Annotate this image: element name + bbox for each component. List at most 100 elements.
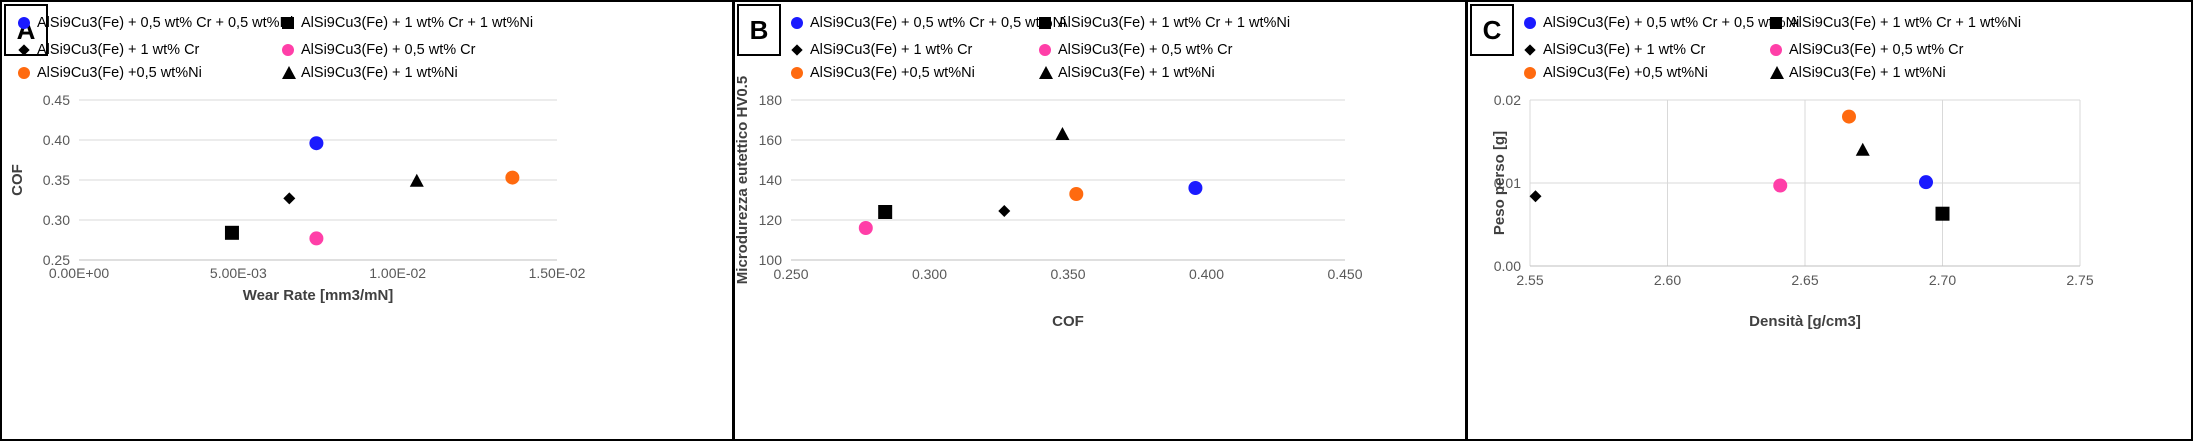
data-point-cr1-ni1 — [878, 205, 893, 219]
y-axis-title: COF — [9, 164, 26, 196]
y-tick-label: 0.25 — [43, 252, 70, 268]
legend-label: AlSi9Cu3(Fe) +0,5 wt%Ni — [810, 65, 975, 81]
orange-circle-marker-icon — [789, 66, 805, 80]
x-tick-label: 0.250 — [773, 266, 808, 282]
legend-label: AlSi9Cu3(Fe) + 1 wt% Cr — [1543, 42, 1706, 58]
y-tick-label: 180 — [759, 92, 783, 108]
y-tick-label: 160 — [759, 132, 783, 148]
black-triangle-marker-icon — [280, 66, 296, 80]
legend-label: AlSi9Cu3(Fe) + 0,5 wt% Cr + 0,5 wt%Ni — [810, 15, 1067, 31]
legend-label: AlSi9Cu3(Fe) + 1 wt% Cr + 1 wt%Ni — [1058, 15, 1291, 31]
data-point-ni1 — [1055, 127, 1070, 140]
panel-label-c: C — [1470, 4, 1514, 56]
data-point-cr1 — [1529, 190, 1542, 203]
data-point-ni05 — [1069, 187, 1084, 201]
blue-circle-marker-icon — [16, 16, 32, 30]
y-tick-label: 0.01 — [1494, 175, 1521, 191]
y-tick-label: 140 — [759, 172, 783, 188]
blue-circle-marker-icon — [1522, 16, 1538, 30]
black-triangle-marker-icon — [1768, 66, 1784, 80]
data-point-cr1 — [283, 192, 296, 205]
legend-entry-ni1: AlSi9Cu3(Fe) + 1 wt%Ni — [280, 65, 458, 81]
y-tick-label: 120 — [759, 212, 783, 228]
y-tick-label: 0.40 — [43, 132, 70, 148]
panel-label-b: B — [737, 4, 781, 56]
legend-entry-ni05: AlSi9Cu3(Fe) +0,5 wt%Ni — [16, 65, 202, 81]
x-tick-label: 2.55 — [1516, 272, 1543, 288]
black-square-marker-icon — [1037, 16, 1053, 30]
orange-circle-marker-icon — [16, 66, 32, 80]
orange-circle-marker-icon — [1522, 66, 1538, 80]
data-point-cr05 — [858, 221, 873, 235]
data-point-ni1 — [1855, 142, 1870, 156]
y-tick-label: 0.35 — [43, 172, 70, 188]
legend-label: AlSi9Cu3(Fe) + 1 wt% Cr — [810, 42, 973, 58]
legend-label: AlSi9Cu3(Fe) + 1 wt% Cr + 1 wt%Ni — [301, 15, 534, 31]
legend-entry-cr05: AlSi9Cu3(Fe) + 0,5 wt% Cr — [1768, 42, 1963, 58]
black-square-marker-icon — [280, 16, 296, 30]
black-triangle-marker-icon — [1037, 66, 1053, 80]
data-point-cr05-ni05 — [1919, 175, 1933, 190]
data-point-ni05 — [505, 170, 520, 185]
data-point-cr05-ni05 — [309, 136, 324, 151]
legend-label: AlSi9Cu3(Fe) + 0,5 wt% Cr + 0,5 wt%Ni — [1543, 15, 1800, 31]
data-point-cr05 — [1773, 178, 1788, 193]
x-tick-label: 0.300 — [912, 266, 947, 282]
x-axis-title: Densità [g/cm3] — [1749, 313, 1861, 330]
y-tick-label: 0.45 — [43, 92, 70, 108]
legend-entry-ni05: AlSi9Cu3(Fe) +0,5 wt%Ni — [1522, 65, 1708, 81]
legend-label: AlSi9Cu3(Fe) + 0,5 wt% Cr — [1058, 42, 1233, 58]
x-tick-label: 2.60 — [1654, 272, 1681, 288]
legend-entry-cr05-ni05: AlSi9Cu3(Fe) + 0,5 wt% Cr + 0,5 wt%Ni — [16, 15, 293, 31]
legend-entry-cr1: AlSi9Cu3(Fe) + 1 wt% Cr — [1522, 42, 1705, 58]
y-tick-label: 0.02 — [1494, 92, 1521, 108]
x-tick-label: 5.00E-03 — [210, 265, 267, 281]
legend-entry-ni05: AlSi9Cu3(Fe) +0,5 wt%Ni — [789, 65, 975, 81]
legend-entry-ni1: AlSi9Cu3(Fe) + 1 wt%Ni — [1768, 65, 1946, 81]
legend-label: AlSi9Cu3(Fe) + 0,5 wt% Cr — [301, 42, 476, 58]
x-tick-label: 2.75 — [2066, 272, 2093, 288]
legend-label: AlSi9Cu3(Fe) + 1 wt% Cr — [37, 42, 200, 58]
data-point-cr1 — [998, 205, 1011, 217]
pink-circle-marker-icon — [1037, 43, 1053, 57]
scatter-plot-b: 100 120 140 160 180 0.250 0.300 0.350 0.400 0.450… — [734, 76, 1363, 330]
x-axis-title: COF — [1052, 313, 1084, 330]
legend-entry-cr05-ni05: AlSi9Cu3(Fe) + 0,5 wt% Cr + 0,5 wt%Ni — [789, 15, 1066, 31]
scatter-plot-a: 0.25 0.30 0.35 0.40 0.45 0.00E+00 5.00E-03 1.00… — [9, 92, 586, 304]
pink-circle-marker-icon — [1768, 43, 1784, 57]
x-tick-label: 1.00E-02 — [369, 265, 426, 281]
legend-entry-cr1: AlSi9Cu3(Fe) + 1 wt% Cr — [16, 42, 199, 58]
y-tick-label: 0.00 — [1494, 258, 1521, 274]
legend-label: AlSi9Cu3(Fe) +0,5 wt%Ni — [37, 65, 202, 81]
legend-label: AlSi9Cu3(Fe) + 1 wt% Cr + 1 wt%Ni — [1789, 15, 2022, 31]
legend-label: AlSi9Cu3(Fe) + 0,5 wt% Cr + 0,5 wt%Ni — [37, 15, 294, 31]
legend-entry-cr05: AlSi9Cu3(Fe) + 0,5 wt% Cr — [280, 42, 475, 58]
legend-label: AlSi9Cu3(Fe) + 1 wt%Ni — [301, 65, 458, 81]
black-square-marker-icon — [1768, 16, 1784, 30]
x-tick-label: 0.400 — [1189, 266, 1224, 282]
x-tick-label: 0.350 — [1050, 266, 1085, 282]
x-tick-label: 1.50E-02 — [529, 265, 586, 281]
data-point-cr1-ni1 — [224, 225, 239, 240]
legend-entry-cr05-ni05: AlSi9Cu3(Fe) + 0,5 wt% Cr + 0,5 wt%Ni — [1522, 15, 1799, 31]
chart-panel-b: B AlSi9Cu3(Fe) + 0,5 wt% Cr + 0,5 wt%Ni … — [733, 0, 1467, 441]
legend-label: AlSi9Cu3(Fe) + 1 wt%Ni — [1789, 65, 1946, 81]
data-point-ni05 — [1842, 109, 1856, 124]
legend-entry-cr1-ni1: AlSi9Cu3(Fe) + 1 wt% Cr + 1 wt%Ni — [1768, 15, 2021, 31]
y-tick-label: 100 — [759, 252, 783, 268]
legend-entry-cr1-ni1: AlSi9Cu3(Fe) + 1 wt% Cr + 1 wt%Ni — [1037, 15, 1290, 31]
data-point-cr05 — [309, 231, 324, 246]
chart-panel-a: A AlSi9Cu3(Fe) + 0,5 wt% Cr + 0,5 wt%Ni … — [0, 0, 734, 441]
legend-entry-cr1-ni1: AlSi9Cu3(Fe) + 1 wt% Cr + 1 wt%Ni — [280, 15, 533, 31]
chart-panel-c: C AlSi9Cu3(Fe) + 0,5 wt% Cr + 0,5 wt%Ni … — [1466, 0, 2193, 441]
data-point-ni1 — [409, 173, 424, 187]
legend-entry-cr05: AlSi9Cu3(Fe) + 0,5 wt% Cr — [1037, 42, 1232, 58]
scatter-plot-c: 0.00 0.01 0.02 2.55 2.60 2.65 2.70 2.75 Densità … — [1491, 92, 2094, 330]
x-tick-label: 2.70 — [1929, 272, 1956, 288]
pink-circle-marker-icon — [280, 43, 296, 57]
legend-label: AlSi9Cu3(Fe) + 0,5 wt% Cr — [1789, 42, 1964, 58]
blue-circle-marker-icon — [789, 16, 805, 30]
y-tick-label: 0.30 — [43, 212, 70, 228]
y-axis-title: Peso perso [g] — [1491, 131, 1508, 235]
legend-entry-ni1: AlSi9Cu3(Fe) + 1 wt%Ni — [1037, 65, 1215, 81]
